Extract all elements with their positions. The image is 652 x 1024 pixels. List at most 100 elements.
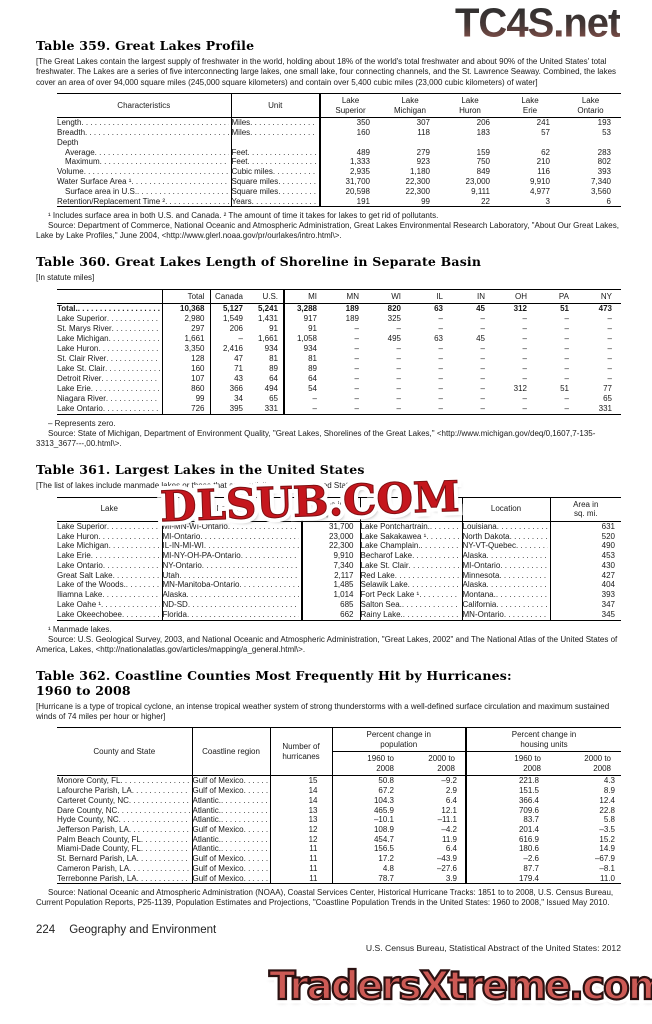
unit-cell: Miles xyxy=(231,128,321,138)
dot-leader xyxy=(402,600,460,610)
value-cell: 5,127 xyxy=(222,304,243,314)
table-row: Palm Beach County, FL Atlantic. 12 454.7 11.… xyxy=(57,834,621,845)
table-row: Lake St. Clair 160 71 89 89 – – – – – – – xyxy=(57,364,621,375)
location-cell: Alaska xyxy=(462,551,551,561)
location-cell: MN-Manitoba-Ontario xyxy=(162,580,303,591)
value-cell: – xyxy=(480,404,485,414)
dot-leader xyxy=(516,541,547,551)
value-cell: – xyxy=(607,314,612,324)
value-cell: – xyxy=(480,364,485,374)
value-cell: 366 xyxy=(229,384,243,394)
value-cell: – xyxy=(480,314,485,324)
table-row: Breadth Miles 160 118 183 57 53 xyxy=(57,128,621,138)
value-cell: 283 xyxy=(597,147,611,157)
value-cell: 1,549 xyxy=(222,314,243,324)
table-359: Characteristics Unit Lake Superior Lake Mi… xyxy=(57,93,621,208)
value-cell: 13 xyxy=(270,805,333,816)
dot-leader xyxy=(496,590,548,600)
label: Lake St. Clair xyxy=(57,364,106,374)
value-cell: 1,485 xyxy=(302,580,361,591)
value-cell: – xyxy=(438,354,443,364)
label: Lake of the Woods. xyxy=(57,580,126,590)
value-cell: 5.8 xyxy=(603,815,615,825)
county-cell: Carteret County, NC xyxy=(57,795,193,806)
dot-leader xyxy=(102,590,159,600)
leader: Lake of the Woods. xyxy=(57,580,162,590)
table-row: Miami-Dade County, FL Atlantic. 11 156.5 6.4… xyxy=(57,844,621,855)
dot-leader xyxy=(101,600,159,610)
location-cell: Minnesota xyxy=(462,570,551,581)
label: Lake Michigan xyxy=(57,541,109,551)
watermark-tradersxtreme: TradersXtreme.com TradersXtreme.com xyxy=(265,960,652,1014)
value-cell: 180.6 xyxy=(518,844,539,854)
value-cell: 802 xyxy=(597,157,611,167)
lake-cell: Iliamna Lake xyxy=(57,590,163,601)
dot-leader xyxy=(250,118,317,128)
leader: NY-Ontario xyxy=(163,561,302,571)
value-cell: – xyxy=(396,344,401,354)
column-header: Lake Ontario xyxy=(560,93,621,119)
value-cell: 9,111 xyxy=(471,186,490,196)
leader: Terrebonne Parish, LA xyxy=(57,874,192,884)
dot-leader xyxy=(244,825,268,835)
row-label-cell: Lake St. Clair xyxy=(57,364,163,375)
dot-leader xyxy=(187,590,299,600)
value-cell: 11.9 xyxy=(404,834,467,845)
label: Square miles xyxy=(231,177,279,186)
label: Gulf of Mexico xyxy=(192,776,244,786)
leader: Carteret County, NC xyxy=(57,796,192,806)
dot-leader xyxy=(221,835,268,845)
value-cell: 1,661 xyxy=(248,334,285,345)
header-row: Total Canada U.S. MI MN WI IL IN OH PA N… xyxy=(57,289,621,305)
dot-leader xyxy=(188,600,299,610)
label: Fort Peck Lake ¹ xyxy=(360,590,420,600)
value-cell: 9,910 xyxy=(302,551,361,561)
label: Terrebonne Parish, LA xyxy=(57,873,137,883)
county-cell: Miami-Dade County, FL xyxy=(57,844,193,855)
leader: Gulf of Mexico xyxy=(193,786,270,796)
value-cell: 4,977 xyxy=(529,186,550,196)
leader: California xyxy=(463,600,550,610)
table-row: Jefferson Parish, LA Gulf of Mexico 12 108.… xyxy=(57,825,621,835)
leader: Rainy Lake. xyxy=(361,610,462,620)
column-header: MN xyxy=(326,289,368,305)
leader: Becharof Lake xyxy=(361,551,462,561)
watermark-tc4s: TC4S.net xyxy=(455,0,621,46)
value-cell: 23,000 xyxy=(302,531,361,542)
unit-cell xyxy=(231,137,321,148)
leader: Lake St. Clair xyxy=(361,561,462,571)
value-cell: 128 xyxy=(162,354,211,365)
value-cell: – xyxy=(312,394,317,404)
dot-leader xyxy=(244,864,268,874)
lake-cell: Selawik Lake xyxy=(360,580,463,591)
lake-cell: Lake of the Woods. xyxy=(57,580,163,591)
table-row: Total. 10,368 5,127 5,241 3,288 189 820 63 45 312… xyxy=(57,303,621,315)
dot-leader xyxy=(244,786,268,796)
leader: Lake Michigan xyxy=(57,334,162,344)
value-cell: 77 xyxy=(603,384,612,394)
region-cell: Atlantic. xyxy=(192,815,271,825)
leader: Lake Champlain. xyxy=(361,541,462,551)
dot-leader xyxy=(426,532,459,542)
label: Carteret County, NC xyxy=(57,795,129,805)
dot-leader xyxy=(106,354,159,364)
value-cell: 63 xyxy=(434,304,443,314)
label: Lake Sakakawea ¹ xyxy=(360,531,427,541)
leader: Red Lake xyxy=(361,571,462,581)
value-cell: – xyxy=(438,384,443,394)
value-cell: 22,300 xyxy=(302,541,361,552)
county-cell: Dare County, NC xyxy=(57,805,193,816)
dot-leader xyxy=(101,374,159,384)
location-cell: North Dakota xyxy=(462,531,551,542)
value-cell: 81 xyxy=(248,354,285,365)
location-cell: IL-IN-MI-WI xyxy=(162,541,303,552)
value-cell: – xyxy=(564,314,569,324)
dot-leader xyxy=(109,334,160,344)
value-cell: – xyxy=(480,394,485,404)
value-cell: –11.1 xyxy=(404,815,467,825)
table361-source: Source: U.S. Geological Survey, 2003, an… xyxy=(36,634,618,654)
row-label-cell: Volume xyxy=(57,167,232,177)
dot-leader xyxy=(109,541,160,551)
label: Utah xyxy=(162,570,180,580)
